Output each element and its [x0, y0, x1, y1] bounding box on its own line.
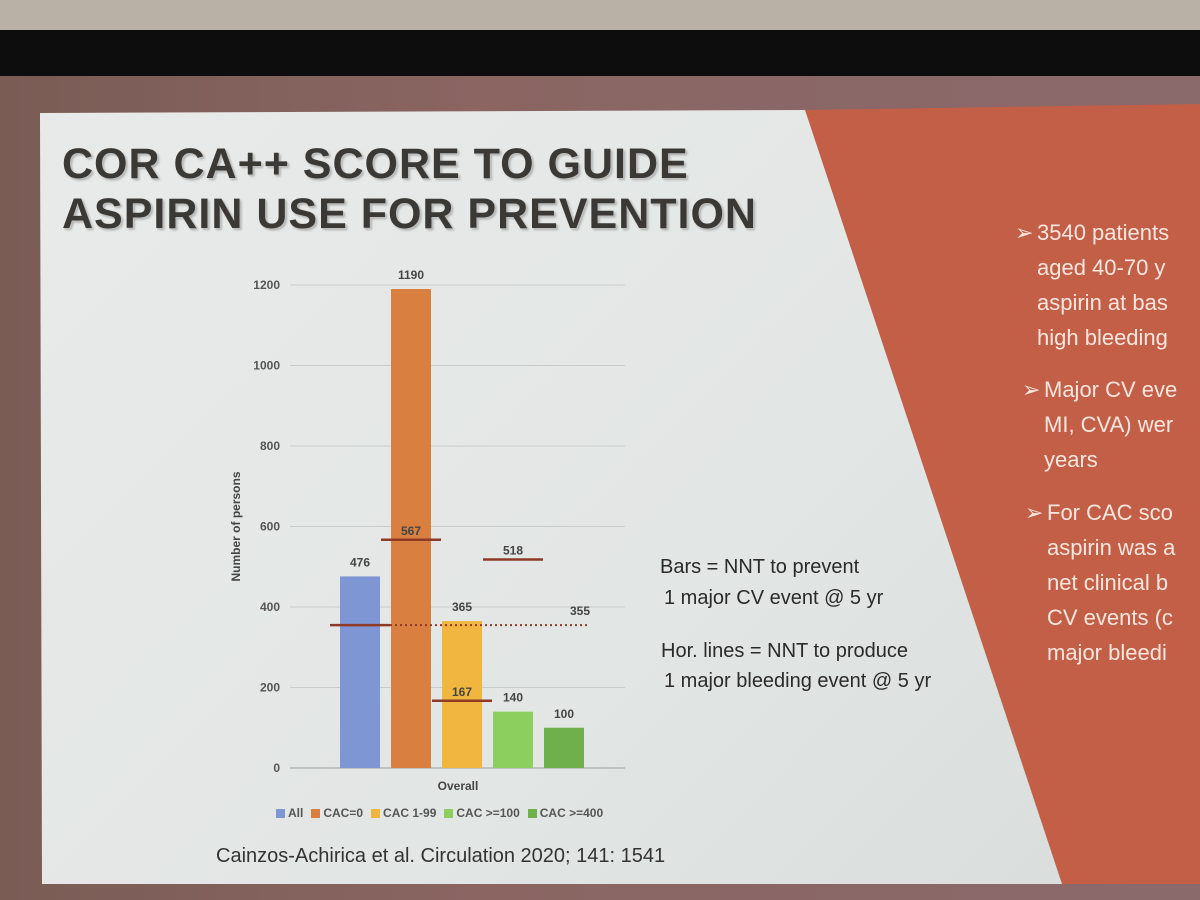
y-tick-label: 1000 [253, 359, 280, 373]
bar-value-label: 1190 [398, 268, 424, 282]
bullet-arrow-icon: ➢ [1015, 220, 1034, 245]
y-tick-label: 1200 [253, 278, 280, 292]
bar-value-label: 476 [350, 555, 370, 569]
legend-label: CAC >=100 [456, 806, 520, 820]
bar-value-label: 100 [554, 707, 574, 721]
bullet-line: years [1044, 447, 1098, 472]
bullet-item: ➢ 3540 patients aged 40-70 y aspirin at bas… [1015, 215, 1169, 355]
chart-legend: All CAC=0 CAC 1-99 CAC >=100 CAC >=400 [276, 806, 603, 820]
note-lines-line-1: Hor. lines = NNT to produce [661, 640, 908, 662]
legend-swatch [371, 808, 381, 818]
bullet-line: aspirin was a [1047, 535, 1176, 560]
bullet-line: net clinical b [1047, 570, 1169, 595]
legend-label: CAC=0 [323, 806, 364, 820]
bar-cac-1-99 [442, 621, 482, 768]
legend-label: All [288, 806, 304, 820]
bullet-arrow-icon: ➢ [1022, 377, 1041, 402]
slide-title-line-2: ASPIRIN USE FOR PREVENTION [62, 190, 757, 238]
bullet-line: ➢ 3540 patients [1015, 215, 1169, 250]
bar-cac-100 [493, 711, 533, 768]
legend-label: CAC >=400 [539, 806, 604, 820]
legend-item: CAC=0 [311, 806, 363, 820]
bleeding-nnt-label: 567 [401, 524, 421, 538]
room-wall [0, 0, 1200, 30]
bleeding-nnt-label: 518 [503, 544, 523, 558]
bar-all [340, 576, 380, 768]
y-tick-label: 600 [260, 520, 280, 534]
bullet-item: ➢ Major CV eve MI, CVA) wer years [1022, 372, 1177, 477]
bar-value-label: 365 [452, 600, 472, 614]
citation: Cainzos-Achirica et al. Circulation 2020… [216, 845, 666, 867]
bar-cac-400 [544, 727, 584, 768]
legend-swatch [527, 808, 537, 818]
legend-item: All [276, 806, 303, 820]
reference-line-label: 355 [570, 604, 590, 618]
bleeding-nnt-label: 167 [452, 685, 472, 699]
screen-frame [0, 30, 1200, 76]
bullet-line: high bleeding [1037, 325, 1168, 350]
note-bars-line-2: 1 major CV event @ 5 yr [664, 587, 884, 609]
bullet-line: ➢ For CAC sco [1025, 495, 1175, 530]
bullet-item: ➢ For CAC sco aspirin was a net clinical b C… [1025, 495, 1175, 670]
note-bars-line-1: Bars = NNT to prevent [660, 556, 860, 578]
legend-swatch [311, 808, 321, 818]
y-axis-label: Number of persons [229, 471, 243, 581]
bullet-line: major bleedi [1047, 640, 1167, 665]
legend-item: CAC >=100 [444, 806, 520, 820]
y-tick-label: 800 [260, 439, 280, 453]
bar-value-label: 140 [503, 691, 523, 705]
legend-swatch [444, 808, 454, 818]
legend-item: CAC 1-99 [371, 806, 436, 820]
note-lines-line-2: 1 major bleeding event @ 5 yr [664, 670, 932, 692]
bullet-line: ➢ Major CV eve [1022, 372, 1177, 407]
y-tick-label: 200 [260, 681, 280, 695]
y-tick-label: 0 [273, 761, 280, 775]
bullet-line: CV events (c [1047, 605, 1173, 630]
bullet-line: MI, CVA) wer [1044, 412, 1174, 437]
x-axis-label: Overall [438, 779, 479, 793]
bullet-line: aspirin at bas [1037, 290, 1168, 315]
bullet-arrow-icon: ➢ [1025, 500, 1044, 525]
y-tick-label: 400 [260, 600, 280, 614]
legend-label: CAC 1-99 [383, 806, 437, 820]
bar-cac-0 [391, 289, 431, 768]
slide-title-line-1: COR CA++ SCORE TO GUIDE [62, 140, 689, 188]
legend-item: CAC >=400 [527, 806, 604, 820]
legend-swatch [276, 808, 285, 818]
bullet-line: aged 40-70 y [1037, 255, 1166, 280]
